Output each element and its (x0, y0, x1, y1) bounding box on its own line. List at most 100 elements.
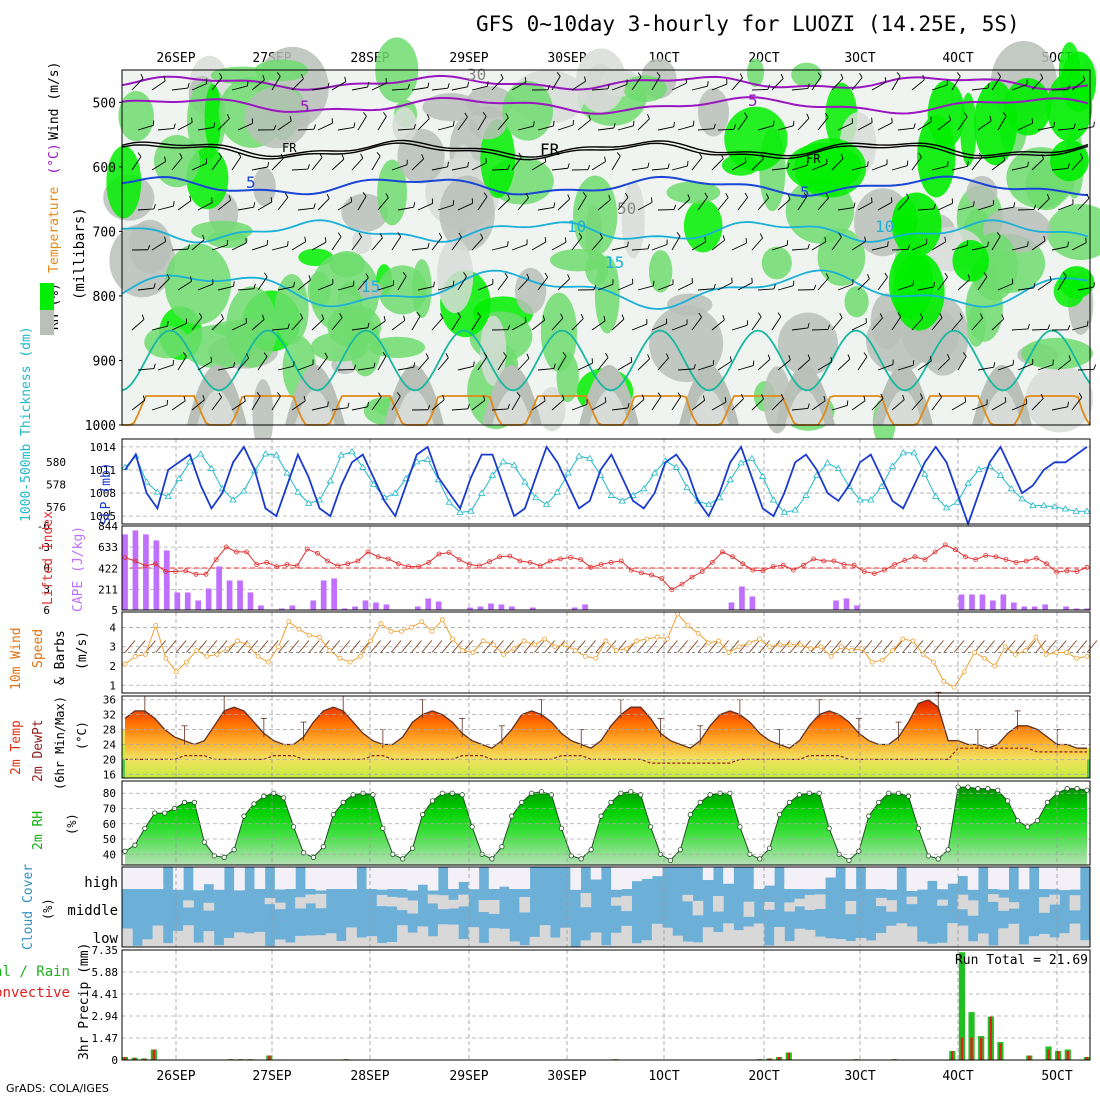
thickness-marker (488, 471, 497, 478)
precip-conv-bar (979, 1037, 983, 1060)
cloud-low (407, 932, 418, 947)
rh-shade (1046, 204, 1100, 260)
cloud-high (804, 887, 816, 890)
rh-marker (231, 847, 237, 853)
precip-tick-label: 5.88 (92, 966, 119, 979)
wind10m-barb (298, 640, 310, 653)
wind-barb (365, 273, 369, 279)
wind-barb (597, 127, 614, 131)
rh-shade (746, 58, 765, 87)
cloud-middle (1039, 897, 1050, 913)
wind-barb (284, 192, 289, 198)
rh-shade (307, 271, 331, 309)
cloud-high (427, 867, 439, 889)
li-marker (193, 571, 199, 577)
wind-barb (717, 197, 729, 211)
wind-barb (625, 192, 629, 198)
rh-shade (777, 312, 839, 376)
wind-barb (930, 116, 932, 122)
wind-barb (431, 166, 448, 171)
wind-barb (141, 314, 145, 320)
wind-barb (791, 248, 808, 251)
cloud-middle (264, 897, 276, 905)
wind-barb (817, 361, 832, 371)
cloud-high (152, 867, 164, 889)
wind-barb (297, 128, 315, 131)
dewpoint-line (125, 747, 1087, 764)
wind-barb (993, 362, 996, 368)
precip-tick-label: 4.41 (92, 988, 119, 1001)
wind-barb (767, 84, 771, 90)
wind-barb (491, 408, 508, 411)
cloud-low (947, 923, 959, 947)
wind-barb (651, 244, 668, 251)
rh-marker (786, 799, 793, 805)
wind-barb (937, 119, 951, 131)
wind-barb (887, 241, 889, 247)
cloud-high (366, 886, 378, 889)
wind-barb (526, 273, 530, 279)
wind-barb (917, 360, 932, 371)
cape-frame (121, 525, 1091, 611)
wind-barb (411, 315, 421, 331)
wind-barb (507, 194, 510, 200)
rh-marker (1024, 824, 1031, 830)
wind-speed-marker (787, 642, 793, 648)
wind-speed-marker (941, 679, 947, 684)
wind-barb (811, 241, 826, 251)
rh-marker (1014, 818, 1021, 824)
wind-barb (739, 73, 743, 79)
cloud-low (315, 935, 327, 947)
cloud-low (356, 937, 368, 947)
wind-barb (171, 87, 188, 91)
wind-barb (337, 201, 352, 211)
wind-barb (777, 199, 791, 211)
wind-barb (464, 112, 468, 118)
li-marker (142, 563, 148, 569)
wind-barb (1040, 73, 1044, 79)
cape-bar (854, 605, 860, 610)
cape-bar (331, 578, 337, 610)
thickness-marker (521, 478, 529, 485)
wind-barb (751, 398, 764, 411)
wind-barb (677, 282, 693, 291)
li-marker (254, 562, 260, 567)
wind-barb (151, 161, 166, 171)
wind-barb (397, 366, 414, 371)
wind-barb (1037, 126, 1054, 131)
wind-barb (526, 353, 530, 359)
wind-barb (920, 313, 924, 319)
wind-barb (987, 241, 989, 247)
wind-barb (511, 395, 521, 411)
cloud-middle (305, 894, 317, 904)
rh-shade-high (1004, 78, 1052, 136)
rh-shade (182, 324, 254, 369)
wind-barb (385, 193, 389, 198)
cloud-middle (488, 899, 500, 914)
wind-barb (611, 246, 628, 251)
wind-barb (877, 364, 894, 371)
wind-barb (857, 278, 870, 291)
wind10m-barb (707, 640, 719, 653)
wind-barb (797, 358, 811, 371)
cape-bar (310, 600, 317, 610)
wind-barb (632, 120, 635, 126)
cloud-high (132, 867, 143, 889)
rh-shade (515, 267, 547, 315)
li-marker (466, 562, 472, 567)
wind-barb (1057, 203, 1074, 211)
cloud-middle (784, 902, 796, 912)
cloud-high (1069, 867, 1081, 889)
wind-barb (339, 313, 343, 318)
wind-speed-marker (132, 653, 138, 659)
thickness-marker (337, 451, 345, 458)
wind-barb (564, 237, 567, 243)
cloud-low (621, 925, 632, 947)
wind-barb (617, 283, 633, 291)
wind-barb (439, 313, 444, 319)
li-marker (699, 569, 705, 574)
cloud-high (427, 888, 439, 891)
cloud-high (1039, 867, 1050, 889)
wind-barb (257, 356, 268, 371)
cloud-low (417, 926, 429, 947)
